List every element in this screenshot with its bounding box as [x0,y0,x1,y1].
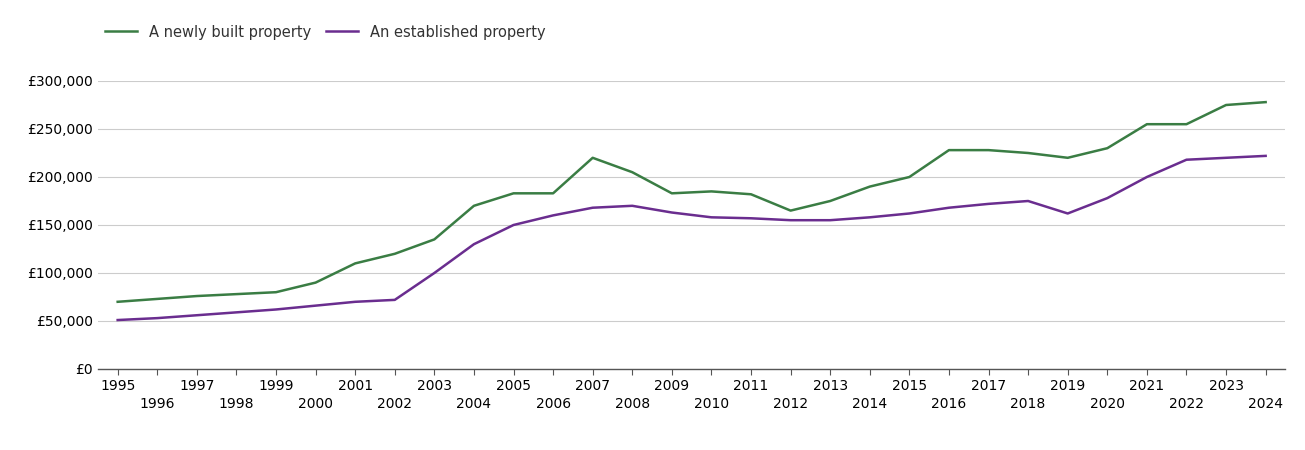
A newly built property [308,280,324,285]
An established property [1139,174,1155,180]
An established property [902,211,917,216]
A newly built property [664,191,680,196]
An established property [703,215,719,220]
A newly built property [863,184,878,189]
A newly built property [1060,155,1075,161]
A newly built property [585,155,600,161]
An established property [189,313,205,318]
An established property [822,217,838,223]
A newly built property [150,296,166,302]
An established property [228,310,244,315]
A newly built property [941,148,957,153]
A newly built property [427,237,442,242]
Legend: A newly built property, An established property: A newly built property, An established p… [106,25,545,40]
A newly built property [545,191,561,196]
An established property [308,303,324,308]
A newly built property [783,208,799,213]
An established property [783,217,799,223]
A newly built property [1021,150,1036,156]
A newly built property [625,170,641,175]
A newly built property [347,261,363,266]
An established property [981,201,997,207]
Line: A newly built property: A newly built property [117,102,1266,302]
A newly built property [1219,102,1235,108]
An established property [625,203,641,208]
A newly built property [822,198,838,204]
A newly built property [228,292,244,297]
An established property [1258,153,1274,158]
A newly built property [743,192,758,197]
An established property [269,307,284,312]
An established property [466,242,482,247]
An established property [941,205,957,211]
A newly built property [1178,122,1194,127]
An established property [1219,155,1235,161]
An established property [1178,157,1194,162]
A newly built property [1258,99,1274,105]
An established property [110,317,125,323]
An established property [150,315,166,321]
A newly built property [189,293,205,299]
An established property [863,215,878,220]
An established property [743,216,758,221]
A newly built property [110,299,125,305]
Line: An established property: An established property [117,156,1266,320]
An established property [506,222,522,228]
An established property [545,213,561,218]
An established property [1060,211,1075,216]
An established property [664,210,680,215]
An established property [585,205,600,211]
A newly built property [506,191,522,196]
A newly built property [1139,122,1155,127]
A newly built property [466,203,482,208]
An established property [1021,198,1036,204]
An established property [347,299,363,305]
An established property [386,297,402,302]
A newly built property [1099,145,1114,151]
An established property [427,270,442,276]
A newly built property [269,289,284,295]
A newly built property [703,189,719,194]
An established property [1099,195,1114,201]
A newly built property [981,148,997,153]
A newly built property [902,174,917,180]
A newly built property [386,251,402,256]
